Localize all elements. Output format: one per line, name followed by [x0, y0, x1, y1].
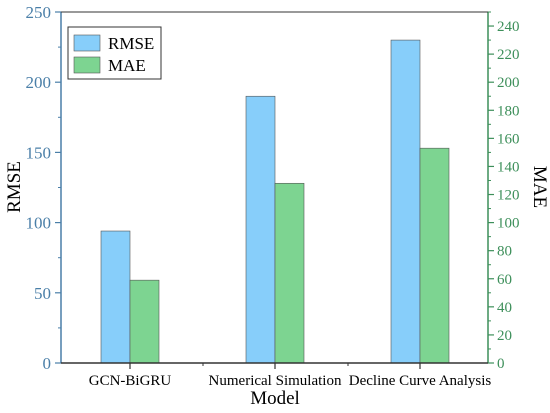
y-right-tick-label-3: 60: [497, 272, 512, 288]
bar-rmse-2: [390, 39, 421, 364]
bars: [100, 39, 450, 364]
y-left-tick-label-3: 150: [26, 143, 52, 162]
y-left-tick-label-5: 250: [26, 3, 52, 22]
x-tick-label-2: Decline Curve Analysis: [349, 373, 492, 389]
y-right-tick-label-9: 180: [497, 103, 520, 119]
legend-swatch-mae: [73, 56, 101, 74]
y-left-tick-label-2: 100: [26, 214, 52, 233]
legend-swatch-rmse: [73, 34, 101, 52]
legend-label-rmse: RMSE: [108, 34, 154, 53]
y-right-tick-label-5: 100: [497, 216, 520, 232]
axes: 0 50 100 150 200 250 0 20 40 60 80 100 120 140 160 180 2…: [26, 3, 520, 389]
y-right-tick-label-11: 220: [497, 47, 520, 63]
y-right-tick-label-2: 40: [497, 300, 512, 316]
x-tick-label-1: Numerical Simulation: [209, 373, 342, 389]
y-right-tick-label-10: 200: [497, 75, 520, 91]
y-left-tick-label-4: 200: [26, 73, 52, 92]
bar-rmse-1: [245, 95, 276, 364]
y-right-tick-label-1: 20: [497, 328, 512, 344]
y-right-tick-label-0: 0: [497, 356, 505, 372]
bar-mae-0: [129, 279, 160, 364]
y-right-tick-label-8: 160: [497, 131, 520, 147]
x-tick-label-0: GCN-BiGRU: [89, 373, 172, 389]
y-right-axis-label: MAE: [529, 166, 550, 208]
y-right-tick-label-12: 240: [497, 19, 520, 35]
bar-mae-1: [274, 182, 305, 364]
bar-rmse-0: [100, 230, 131, 364]
x-axis-label: Model: [250, 388, 300, 409]
y-right-tick-label-6: 120: [497, 188, 520, 204]
y-left-axis-label: RMSE: [4, 161, 25, 213]
legend-label-mae: MAE: [108, 56, 146, 75]
legend: RMSE MAE: [67, 26, 162, 80]
y-right-tick-label-7: 140: [497, 159, 520, 175]
y-left-tick-label-1: 50: [34, 284, 51, 303]
y-left-tick-label-0: 0: [43, 354, 52, 373]
bar-mae-2: [419, 147, 450, 364]
y-right-tick-label-4: 80: [497, 244, 512, 260]
